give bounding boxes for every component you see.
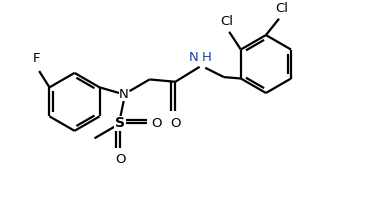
- Text: N: N: [189, 51, 199, 64]
- Text: H: H: [202, 51, 212, 64]
- Text: S: S: [115, 116, 125, 130]
- Text: N: N: [119, 88, 129, 101]
- Text: O: O: [151, 117, 162, 130]
- Text: O: O: [115, 153, 125, 166]
- Text: O: O: [170, 117, 181, 130]
- Text: Cl: Cl: [220, 15, 233, 28]
- Text: F: F: [33, 52, 40, 65]
- Text: Cl: Cl: [275, 2, 288, 15]
